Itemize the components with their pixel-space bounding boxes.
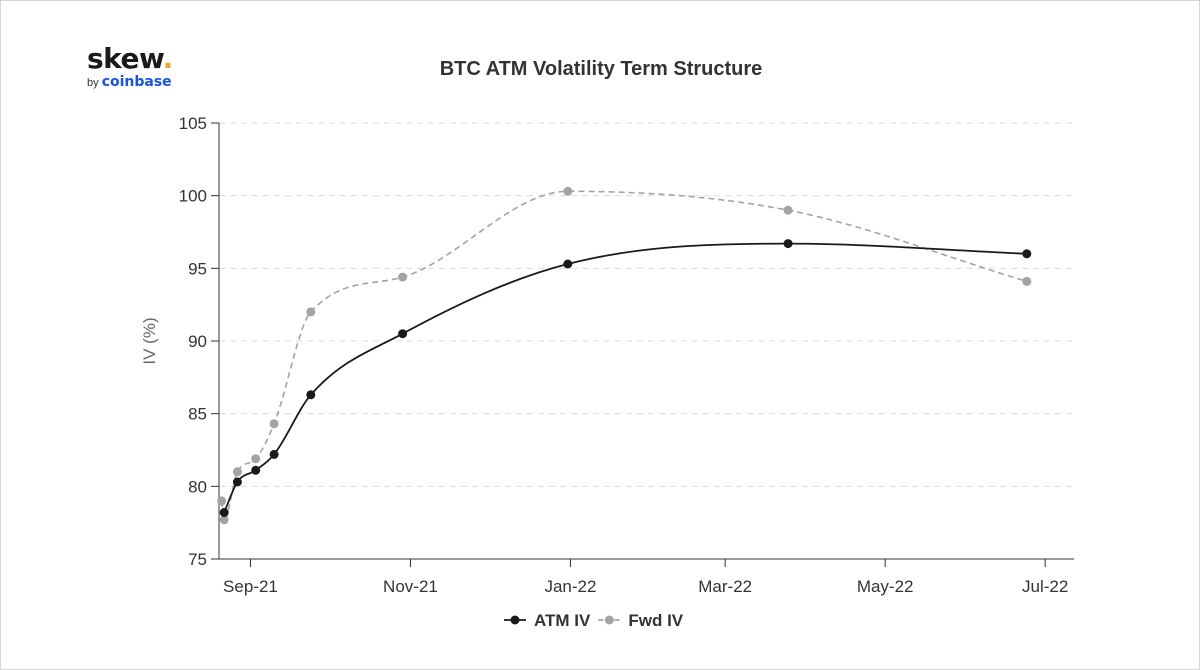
fwd-iv-point[interactable] [783,205,793,215]
legend-item-fwd-iv[interactable]: Fwd IV [598,611,684,630]
legend-label: Fwd IV [628,611,683,630]
x-tick-label: Jan-22 [544,577,596,596]
y-tick-label: 85 [188,405,207,424]
x-tick-label: Jul-22 [1022,577,1068,596]
atm-iv-point[interactable] [269,449,279,459]
atm-iv-point[interactable] [232,477,242,487]
x-tick-label: Sep-21 [223,577,278,596]
fwd-iv-point[interactable] [1022,276,1032,286]
atm-iv-point[interactable] [306,390,316,400]
fwd-iv-point[interactable] [251,454,261,464]
fwd-iv-line [220,190,1028,521]
series-fwd-iv [217,186,1032,525]
fwd-iv-point[interactable] [563,186,573,196]
logo-brand: coinbase [101,74,172,90]
atm-iv-point[interactable] [219,508,229,517]
skew-logo: skew. by coinbase [87,45,173,90]
y-tick-label: 105 [179,114,207,133]
y-tick-label: 90 [188,332,207,351]
x-tick-label: Mar-22 [698,577,752,596]
fwd-iv-point[interactable] [217,496,227,506]
series-atm-iv [219,239,1032,517]
atm-iv-point[interactable] [783,239,793,249]
fwd-iv-point[interactable] [219,515,229,525]
legend-item-atm-iv[interactable]: ATM IV [504,611,591,630]
x-tick-label: Nov-21 [383,577,438,596]
logo-dot: . [162,42,174,75]
y-tick-label: 80 [188,477,207,496]
legend-marker [510,615,520,625]
fwd-iv-point[interactable] [232,467,242,477]
chart-title: BTC ATM Volatility Term Structure [440,58,763,80]
atm-iv-line [223,242,1027,513]
atm-iv-point[interactable] [398,329,408,339]
legend-label: ATM IV [534,611,591,630]
logo-by: by [87,77,99,89]
atm-iv-point[interactable] [251,465,261,475]
y-tick-label: 75 [188,550,207,569]
fwd-iv-point[interactable] [269,419,279,429]
fwd-iv-point[interactable] [306,307,316,317]
atm-iv-point[interactable] [563,259,573,269]
y-axis-label: IV (%) [140,317,159,364]
x-tick-label: May-22 [857,577,914,596]
logo-wordmark: skew [87,42,163,75]
y-tick-label: 95 [188,259,207,278]
series-group [217,186,1032,525]
legend[interactable]: ATM IV Fwd IV [504,611,684,630]
fwd-iv-point[interactable] [398,272,408,282]
grid [219,122,1074,487]
legend-marker [604,615,614,625]
atm-iv-point[interactable] [1022,249,1032,259]
y-tick-label: 100 [179,187,207,206]
axes: 75 80 85 90 95 100 105 Sep-21 Nov-21 Jan-22 Mar-22… [179,114,1074,596]
